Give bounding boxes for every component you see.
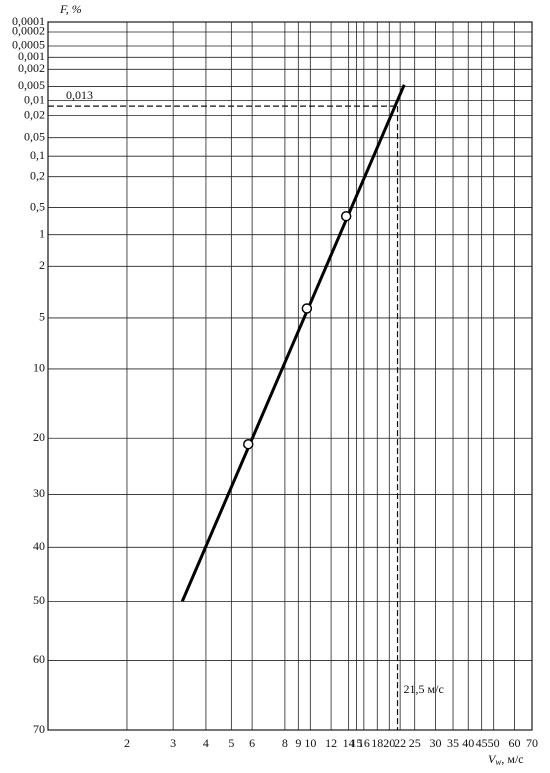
y-tick-label: 0,1 bbox=[30, 148, 45, 162]
x-tick-label: 14 bbox=[343, 736, 355, 750]
y-tick-label: 0,2 bbox=[30, 168, 45, 182]
x-tick-label: 40 bbox=[462, 736, 474, 750]
y-tick-label: 0,002 bbox=[18, 61, 45, 75]
x-tick-label: 16 bbox=[358, 736, 370, 750]
y-tick-label: 20 bbox=[33, 430, 45, 444]
x-tick-label: 4 bbox=[203, 736, 209, 750]
y-tick-label: 0,02 bbox=[24, 107, 45, 121]
y-tick-label: 5 bbox=[39, 310, 45, 324]
x-tick-label: 22 bbox=[394, 736, 406, 750]
x-tick-label: 3 bbox=[170, 736, 176, 750]
x-tick-label: 8 bbox=[282, 736, 288, 750]
y-tick-label: 60 bbox=[33, 652, 45, 666]
data-point bbox=[340, 210, 352, 222]
x-tick-label: 2 bbox=[124, 736, 130, 750]
reference-label: 0,013 bbox=[66, 88, 93, 102]
y-tick-label: 0,5 bbox=[30, 199, 45, 213]
y-tick-label: 50 bbox=[33, 593, 45, 607]
x-tick-label: 9 bbox=[295, 736, 301, 750]
x-tick-label: 50 bbox=[488, 736, 500, 750]
y-tick-label: 0,005 bbox=[18, 78, 45, 92]
x-tick-label: 6 bbox=[249, 736, 255, 750]
x-tick-label: 15 bbox=[351, 736, 363, 750]
data-point bbox=[243, 438, 254, 450]
y-tick-label: 1 bbox=[39, 226, 45, 240]
x-axis-label-main: V bbox=[488, 752, 497, 766]
x-axis-label-sub: w bbox=[495, 757, 501, 767]
x-tick-label: 10 bbox=[304, 736, 316, 750]
fit-line bbox=[180, 84, 406, 602]
x-tick-label: 35 bbox=[447, 736, 459, 750]
x-tick-label: 20 bbox=[383, 736, 395, 750]
y-tick-label: 30 bbox=[33, 486, 45, 500]
x-tick-label: 12 bbox=[325, 736, 337, 750]
x-tick-label: 25 bbox=[409, 736, 421, 750]
y-tick-label: 0,05 bbox=[24, 129, 45, 143]
data-point bbox=[301, 303, 313, 314]
x-axis-label: Vw, м/с bbox=[488, 752, 524, 767]
y-axis-label: F, % bbox=[59, 2, 82, 16]
y-tick-label: 0,0001 bbox=[12, 14, 45, 28]
y-tick-label: 70 bbox=[33, 722, 45, 736]
x-axis-label-unit: , м/с bbox=[501, 752, 523, 766]
x-tick-label: 5 bbox=[228, 736, 234, 750]
y-tick-label: 2 bbox=[39, 258, 45, 272]
plot-frame bbox=[47, 21, 533, 731]
x-tick-label: 18 bbox=[371, 736, 383, 750]
y-tick-label: 0,01 bbox=[24, 92, 45, 106]
x-tick-label: 60 bbox=[508, 736, 520, 750]
y-tick-label: 0,0005 bbox=[12, 38, 45, 52]
x-tick-label: 30 bbox=[429, 736, 441, 750]
y-tick-label: 40 bbox=[33, 539, 45, 553]
x-tick-label: 70 bbox=[526, 736, 538, 750]
y-tick-label: 0,0002 bbox=[12, 24, 45, 38]
reference-label: 21,5 м/с bbox=[404, 682, 444, 696]
y-tick-label: 10 bbox=[33, 361, 45, 375]
y-tick-label: 0,001 bbox=[18, 49, 45, 63]
x-tick-label: 45 bbox=[476, 736, 488, 750]
